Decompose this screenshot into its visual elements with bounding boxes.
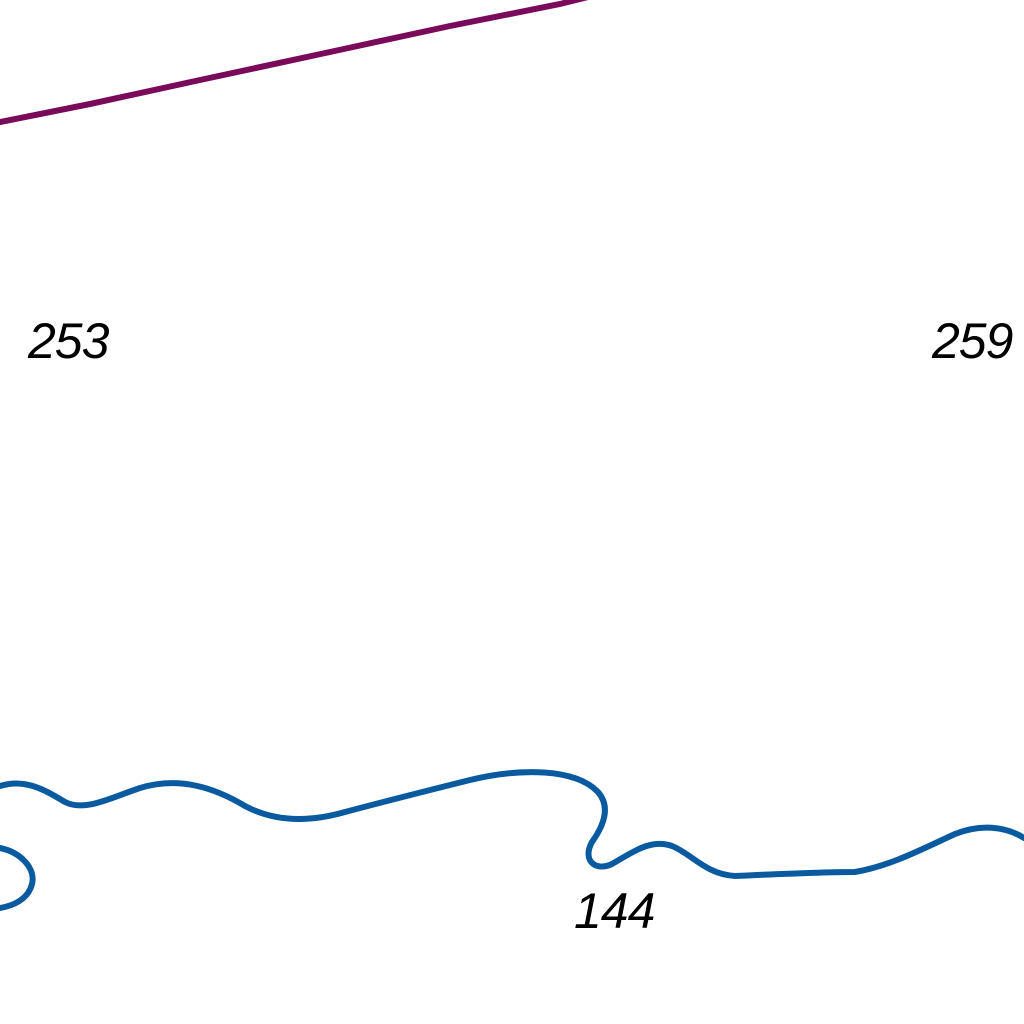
spot-height-label-259: 259 xyxy=(932,313,1013,369)
boundary-line xyxy=(0,0,589,125)
river-loop xyxy=(0,845,36,911)
spot-height-label-253: 253 xyxy=(28,313,109,369)
river-line xyxy=(0,769,1024,879)
river-label-144: 144 xyxy=(574,883,655,939)
